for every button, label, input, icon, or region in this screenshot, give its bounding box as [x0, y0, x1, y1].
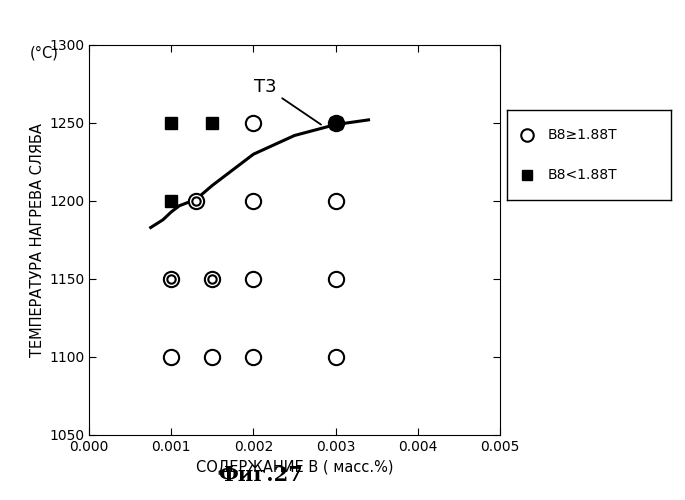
Y-axis label: ТЕМПЕРАТУРА НАГРЕВА СЛЯБА: ТЕМПЕРАТУРА НАГРЕВА СЛЯБА [29, 123, 45, 357]
Text: B8≥1.88T: B8≥1.88T [548, 128, 618, 142]
X-axis label: СОДЕРЖАНИЕ В ( масс.%): СОДЕРЖАНИЕ В ( масс.%) [196, 460, 393, 474]
Text: Фиг.27: Фиг.27 [218, 465, 303, 485]
Text: Т3: Т3 [254, 78, 321, 124]
Text: (°С): (°С) [29, 45, 58, 60]
Text: B8<1.88T: B8<1.88T [548, 168, 618, 182]
